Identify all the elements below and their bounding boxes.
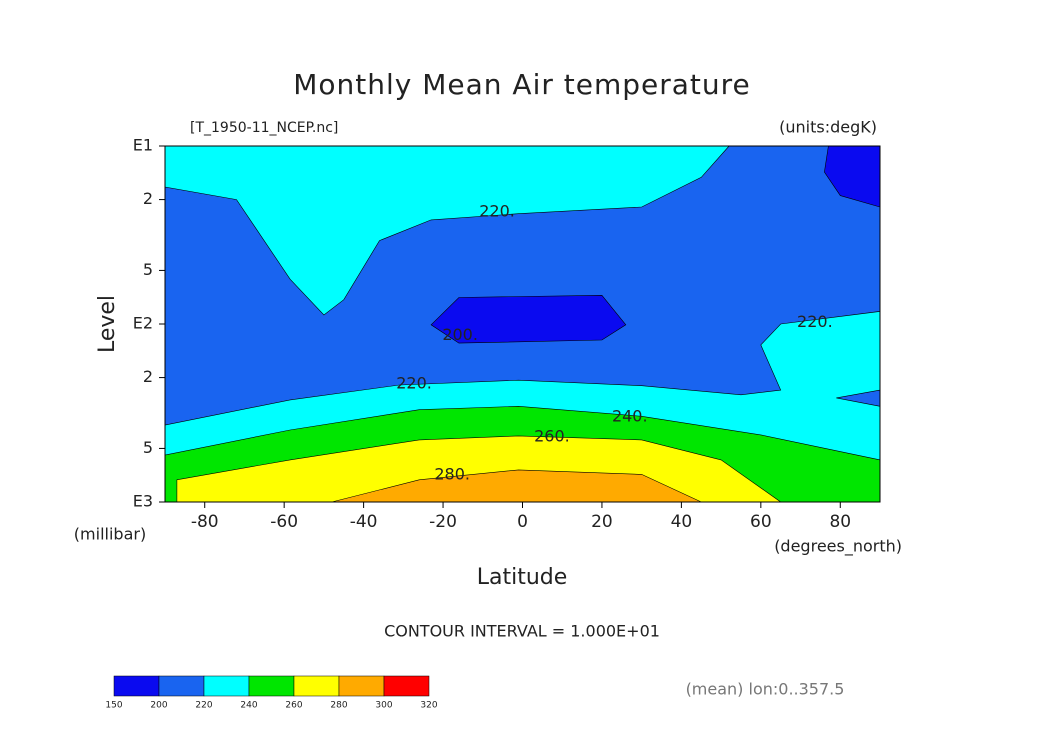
colorbar-label: 240 xyxy=(240,701,257,711)
colorbar-label: 260 xyxy=(285,701,302,711)
y-tick-label: 5 xyxy=(143,438,153,457)
chart-title: Monthly Mean Air temperature xyxy=(293,68,751,101)
contour-interval: CONTOUR INTERVAL = 1.000E+01 xyxy=(384,622,660,641)
subtitle-right: (units:degK) xyxy=(779,118,877,137)
colorbar-label: 280 xyxy=(330,701,347,711)
contour-label: 200. xyxy=(442,325,478,344)
contour-label: 220. xyxy=(797,312,833,331)
x-tick-label: 0 xyxy=(517,512,528,532)
colorbar-label: 300 xyxy=(375,701,392,711)
contour-label: 220. xyxy=(479,202,515,221)
y-tick-label: E1 xyxy=(133,136,153,155)
x-tick-label: -40 xyxy=(350,512,378,532)
x-tick-label: 80 xyxy=(829,512,851,532)
x-axis-label: Latitude xyxy=(477,565,568,590)
x-tick-label: -60 xyxy=(270,512,298,532)
x-tick-label: 60 xyxy=(750,512,772,532)
y-tick-label: 2 xyxy=(143,189,153,208)
y-tick-label: 2 xyxy=(143,367,153,386)
colorbar-label: 200 xyxy=(150,701,167,711)
contour-region xyxy=(164,145,730,316)
colorbar-label: 220 xyxy=(195,701,212,711)
x-tick-label: 40 xyxy=(671,512,693,532)
colorbar-swatch xyxy=(158,675,205,697)
y-axis-label: Level xyxy=(95,295,120,353)
x-tick-label: -20 xyxy=(429,512,457,532)
x-tick-label: 20 xyxy=(591,512,613,532)
colorbar-swatch xyxy=(113,675,160,697)
y-axis-units: (millibar) xyxy=(74,525,146,544)
contour-label: 240. xyxy=(612,406,648,425)
contour-label: 220. xyxy=(396,374,432,393)
x-tick-label: -80 xyxy=(191,512,219,532)
contour-region xyxy=(430,294,627,344)
contour-label: 280. xyxy=(434,464,470,483)
colorbar-label: 320 xyxy=(420,701,437,711)
colorbar-swatch xyxy=(383,675,430,697)
subtitle-left: [T_1950-11_NCEP.nc] xyxy=(190,120,338,136)
colorbar-swatch xyxy=(338,675,385,697)
y-tick-label: 5 xyxy=(143,260,153,279)
contour-label: 260. xyxy=(534,426,570,445)
y-tick-label: E2 xyxy=(133,314,153,333)
y-tick-label: E3 xyxy=(133,492,153,511)
colorbar-label: 150 xyxy=(105,701,122,711)
colorbar-swatch xyxy=(248,675,295,697)
footer: (mean) lon:0..357.5 xyxy=(686,680,845,699)
colorbar-swatch xyxy=(293,675,340,697)
colorbar-swatch xyxy=(203,675,250,697)
x-axis-units: (degrees_north) xyxy=(774,537,902,557)
